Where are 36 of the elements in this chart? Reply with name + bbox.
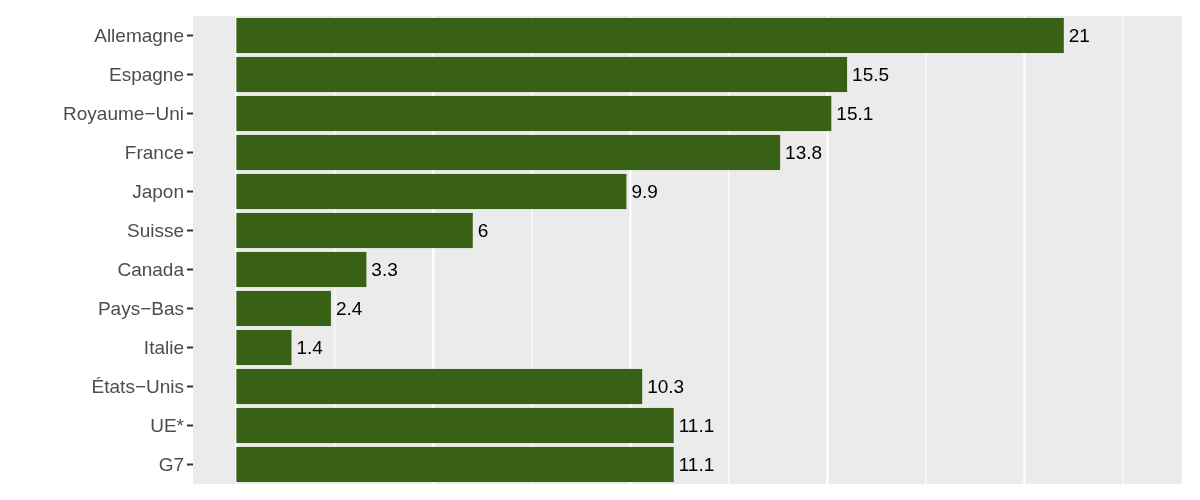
bar bbox=[236, 56, 848, 93]
data-label: 11.1 bbox=[678, 415, 715, 437]
data-label: 15.5 bbox=[852, 64, 890, 86]
y-tick-label: Pays−Bas bbox=[97, 298, 184, 320]
bar bbox=[236, 17, 1064, 54]
bar bbox=[236, 173, 627, 210]
bar bbox=[236, 368, 643, 405]
y-tick-label: UE* bbox=[150, 415, 185, 437]
data-label: 1.4 bbox=[296, 337, 324, 359]
bar bbox=[236, 251, 367, 288]
data-label: 13.8 bbox=[785, 142, 823, 164]
data-label: 6 bbox=[477, 220, 489, 242]
data-label: 10.3 bbox=[647, 376, 685, 398]
y-tick-label: États−Unis bbox=[91, 376, 184, 398]
bar bbox=[236, 407, 674, 444]
y-tick-label: Canada bbox=[117, 259, 185, 281]
bar bbox=[236, 212, 473, 249]
y-tick-label: G7 bbox=[158, 454, 184, 476]
bar bbox=[236, 446, 674, 483]
y-tick-label: Allemagne bbox=[94, 25, 184, 47]
bar bbox=[236, 95, 832, 132]
y-tick-label: France bbox=[124, 142, 184, 164]
y-tick-label: Royaume−Uni bbox=[63, 103, 184, 125]
data-label: 15.1 bbox=[836, 103, 874, 125]
data-label: 9.9 bbox=[631, 181, 658, 203]
data-label: 11.1 bbox=[678, 454, 715, 476]
bar bbox=[236, 290, 331, 327]
y-tick-label: Suisse bbox=[126, 220, 184, 242]
data-label: 2.4 bbox=[335, 298, 363, 320]
data-label: 21 bbox=[1068, 25, 1090, 47]
data-label: 3.3 bbox=[371, 259, 398, 281]
y-tick-label: Espagne bbox=[108, 64, 184, 86]
bar bbox=[236, 134, 781, 171]
y-tick-label: Japon bbox=[132, 181, 184, 203]
y-tick-label: Italie bbox=[143, 337, 184, 359]
bar bbox=[236, 329, 292, 366]
